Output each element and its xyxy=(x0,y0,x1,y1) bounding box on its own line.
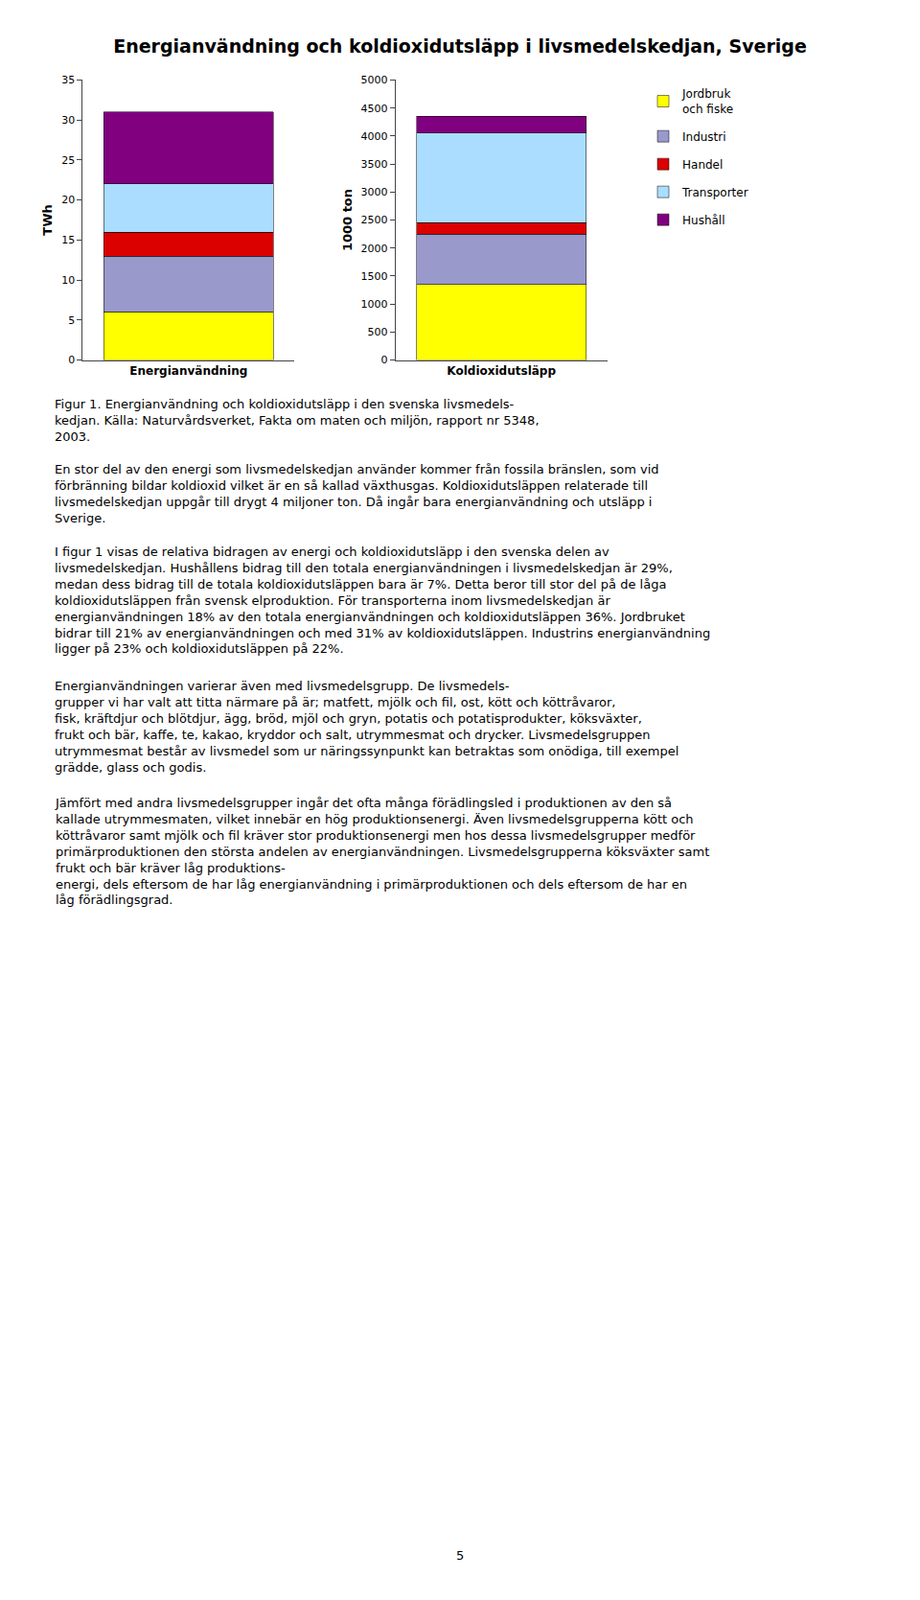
svg-text:5: 5 xyxy=(68,314,75,327)
svg-text:Jordbrukoch fiske: Jordbrukoch fiske xyxy=(681,87,734,116)
svg-text:25: 25 xyxy=(61,154,75,167)
svg-text:Energianvändning och koldioxid: Energianvändning och koldioxidutsläpp i … xyxy=(113,35,807,57)
svg-text:0: 0 xyxy=(381,353,389,367)
svg-text:1000 ton: 1000 ton xyxy=(340,188,355,252)
svg-text:Energianvändningen varierar äv: Energianvändningen varierar även med liv… xyxy=(54,678,679,775)
svg-text:10: 10 xyxy=(61,274,75,287)
svg-text:3000: 3000 xyxy=(361,185,389,199)
svg-text:Handel: Handel xyxy=(682,158,723,172)
svg-text:0: 0 xyxy=(68,353,75,367)
svg-text:3500: 3500 xyxy=(361,158,389,171)
svg-text:4000: 4000 xyxy=(361,130,389,143)
svg-text:Hushåll: Hushåll xyxy=(682,213,726,228)
svg-text:5000: 5000 xyxy=(361,73,389,87)
svg-text:2000: 2000 xyxy=(361,242,389,255)
svg-text:2500: 2500 xyxy=(361,213,389,227)
svg-text:35: 35 xyxy=(61,73,75,87)
svg-text:Transporter: Transporter xyxy=(681,185,749,200)
svg-text:En stor del av den energi som: En stor del av den energi som livsmedels… xyxy=(54,461,660,526)
svg-text:Industri: Industri xyxy=(682,130,727,144)
svg-text:30: 30 xyxy=(61,114,75,127)
svg-text:4500: 4500 xyxy=(361,102,389,115)
svg-text:5: 5 xyxy=(456,1547,464,1563)
svg-text:1500: 1500 xyxy=(361,270,389,283)
svg-text:1000: 1000 xyxy=(361,298,389,311)
svg-text:500: 500 xyxy=(368,325,389,339)
svg-text:20: 20 xyxy=(61,193,75,207)
svg-text:Energianvändning: Energianvändning xyxy=(129,364,248,378)
svg-text:Jämfört med andra livsmedelsgr: Jämfört med andra livsmedelsgrupper ingå… xyxy=(54,795,710,907)
svg-text:I figur 1 visas de relativa bi: I figur 1 visas de relativa bidragen av … xyxy=(54,544,711,656)
svg-text:15: 15 xyxy=(61,233,75,247)
svg-text:TWh: TWh xyxy=(40,204,55,235)
svg-text:Koldioxidutsläpp: Koldioxidutsläpp xyxy=(446,364,556,378)
svg-text:Figur 1. Energianvändning och: Figur 1. Energianvändning och koldioxidu… xyxy=(54,396,540,444)
